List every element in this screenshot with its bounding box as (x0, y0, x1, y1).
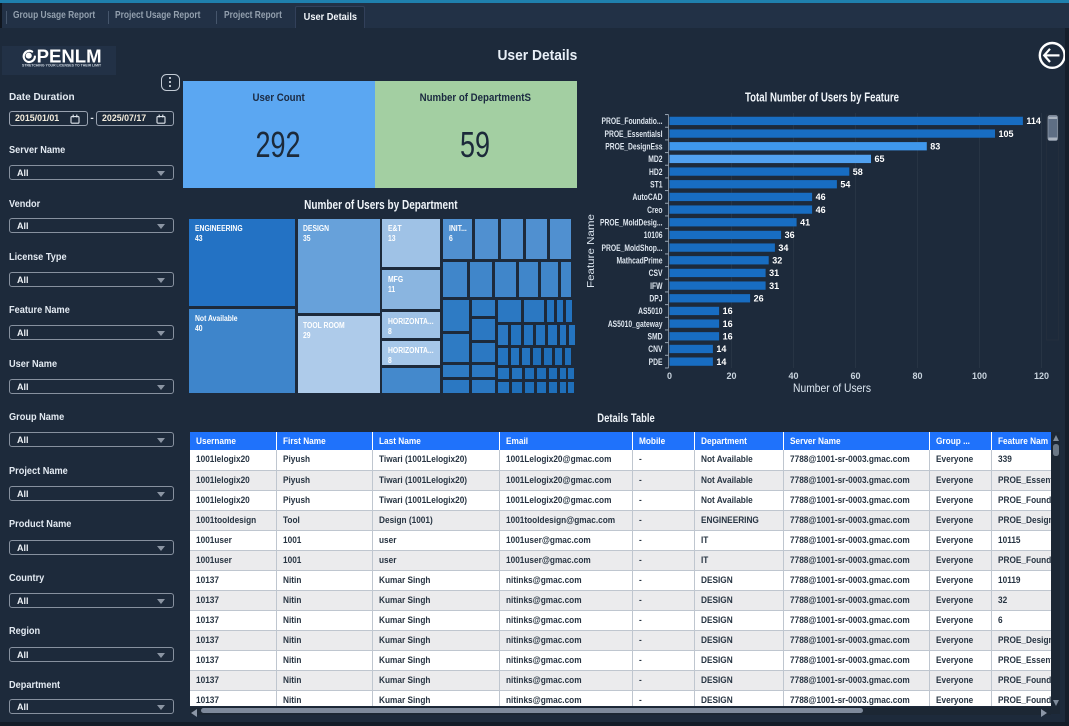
svg-text:54: 54 (840, 179, 850, 189)
svg-text:Creo: Creo (647, 205, 662, 215)
svg-text:MathcadPrime: MathcadPrime (616, 256, 663, 266)
svg-text:MD2: MD2 (648, 154, 663, 164)
svg-text:PROE_Foundatio...: PROE_Foundatio... (601, 116, 662, 126)
svg-text:83: 83 (930, 141, 940, 151)
svg-text:SMD: SMD (648, 332, 663, 342)
svg-text:36: 36 (785, 230, 795, 240)
svg-text:PROE_MoldShop...: PROE_MoldShop... (601, 243, 662, 253)
svg-text:AS5010_gateway: AS5010_gateway (608, 319, 663, 329)
svg-text:AutoCAD: AutoCAD (633, 192, 663, 202)
svg-text:31: 31 (769, 268, 779, 278)
svg-text:31: 31 (769, 281, 779, 291)
svg-text:32: 32 (772, 255, 782, 265)
svg-text:46: 46 (816, 205, 826, 215)
svg-text:41: 41 (800, 217, 810, 227)
svg-text:120: 120 (1034, 371, 1049, 381)
svg-text:105: 105 (999, 129, 1014, 139)
svg-text:IFW: IFW (650, 281, 663, 291)
svg-text:AS5010: AS5010 (638, 306, 663, 316)
svg-text:CSV: CSV (649, 268, 663, 278)
svg-text:16: 16 (723, 319, 733, 329)
svg-text:114: 114 (1026, 116, 1041, 126)
svg-text:Total Number of Users by Featu: Total Number of Users by Feature (745, 91, 899, 105)
svg-text:ST1: ST1 (650, 180, 663, 190)
svg-text:100: 100 (972, 371, 987, 381)
svg-text:16: 16 (723, 306, 733, 316)
svg-text:10106: 10106 (644, 230, 663, 240)
svg-text:14: 14 (716, 344, 726, 354)
svg-text:PENLM: PENLM (37, 47, 102, 67)
svg-text:PROE_MoldDesig...: PROE_MoldDesig... (600, 218, 662, 228)
svg-text:26: 26 (754, 293, 764, 303)
svg-text:PROE_DesignEss: PROE_DesignEss (605, 142, 663, 152)
svg-text:PROE_EssentialsI: PROE_EssentialsI (604, 129, 662, 139)
svg-text:PDE: PDE (649, 357, 663, 367)
svg-text:65: 65 (875, 154, 885, 164)
svg-text:16: 16 (723, 331, 733, 341)
svg-text:60: 60 (850, 371, 860, 381)
svg-text:80: 80 (912, 371, 922, 381)
svg-text:0: 0 (667, 371, 672, 381)
svg-text:34: 34 (778, 243, 788, 253)
svg-text:46: 46 (816, 192, 826, 202)
svg-text:Number of Users: Number of Users (793, 381, 871, 395)
svg-text:Feature Name: Feature Name (585, 214, 597, 288)
svg-text:40: 40 (788, 371, 798, 381)
svg-text:58: 58 (853, 167, 863, 177)
svg-text:20: 20 (726, 371, 736, 381)
svg-text:CNV: CNV (648, 344, 663, 354)
svg-text:HD2: HD2 (649, 167, 663, 177)
svg-text:14: 14 (716, 357, 726, 367)
svg-text:DPJ: DPJ (649, 294, 662, 304)
